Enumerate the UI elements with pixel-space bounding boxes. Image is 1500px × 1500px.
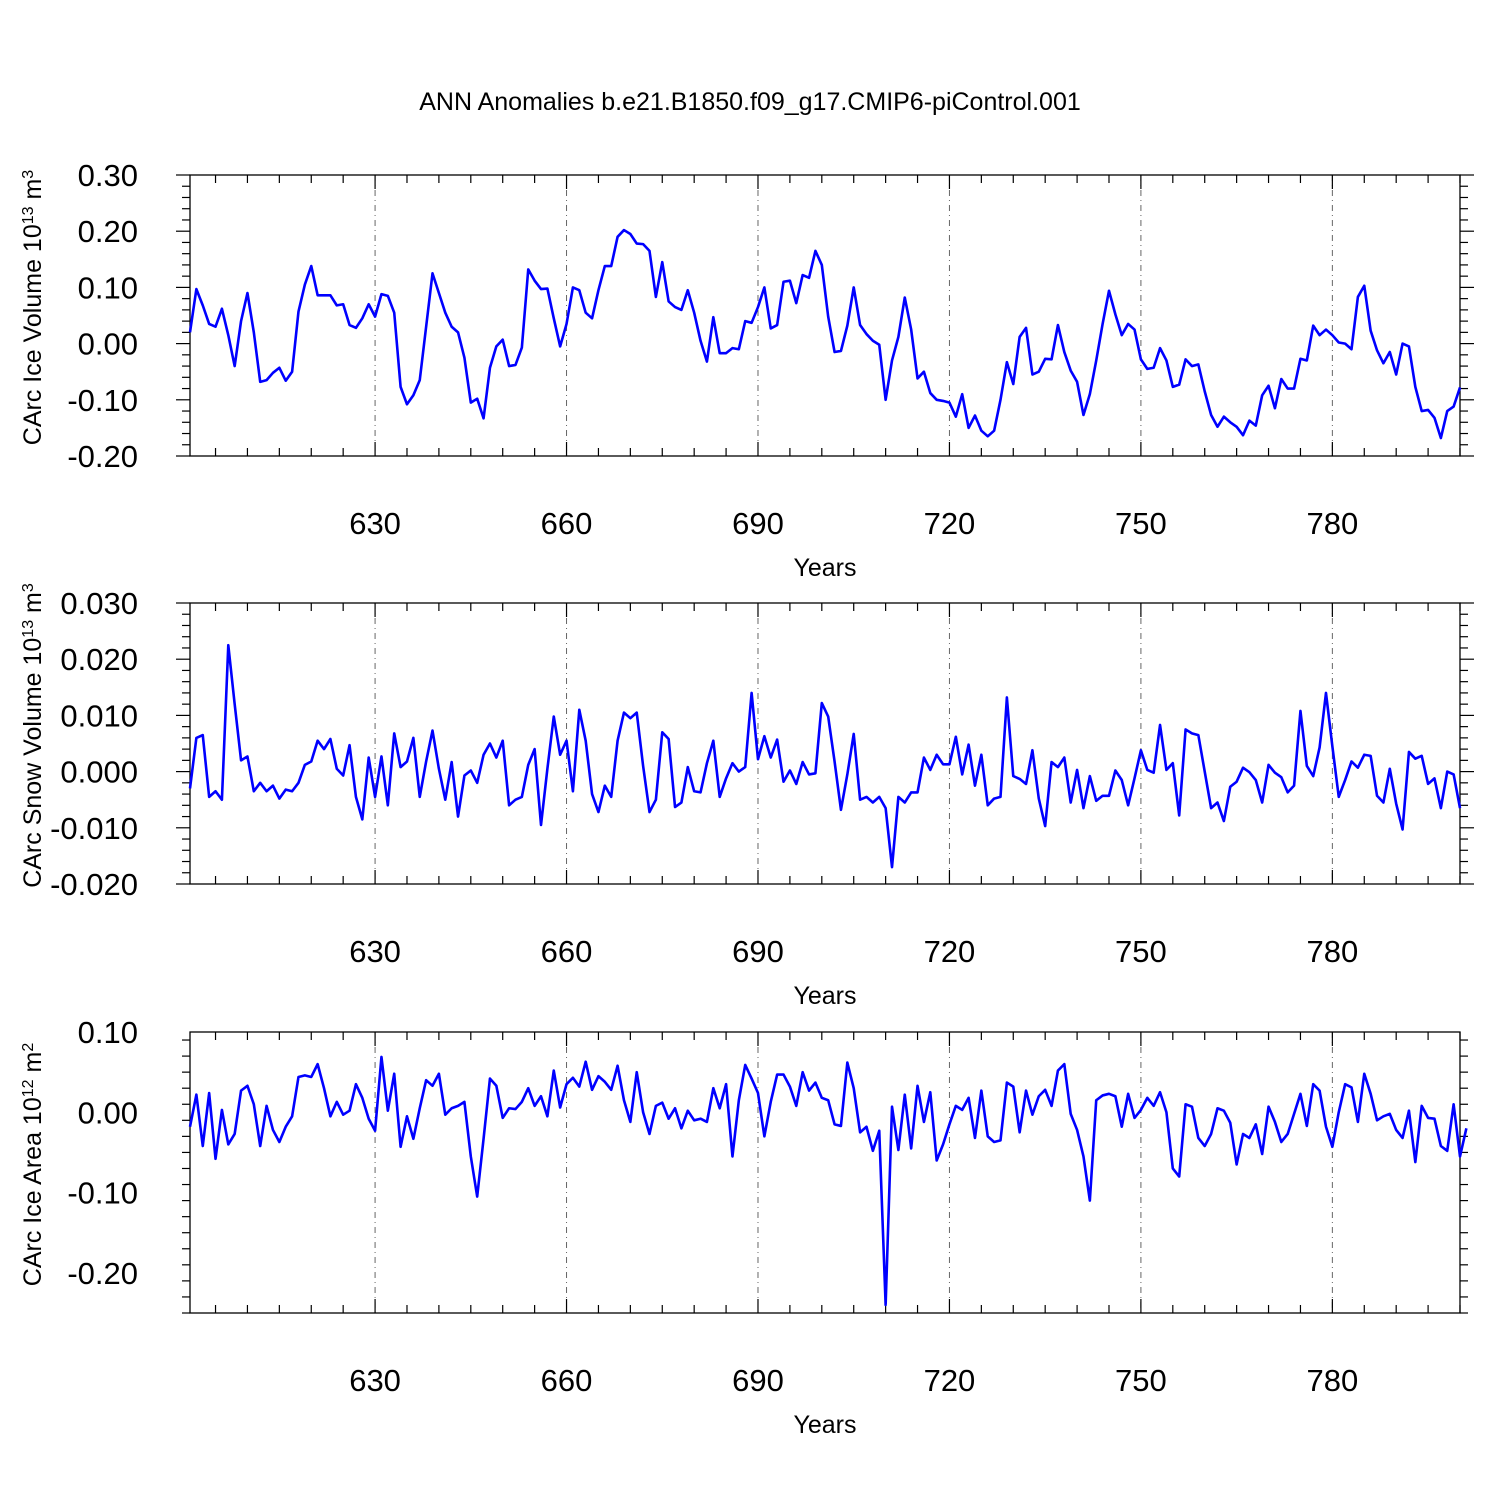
y-axis-label-text: CArc Ice Volume 10: [19, 224, 47, 445]
y-axis-label-exponent: 13: [20, 620, 37, 638]
x-tick-label: 720: [924, 934, 976, 969]
x-tick-label: 720: [924, 1363, 976, 1398]
x-axis-label: Years: [793, 554, 856, 582]
x-tick-label: 720: [924, 506, 976, 541]
y-tick-label: -0.10: [67, 383, 138, 418]
y-axis-label-unit: m: [19, 1052, 47, 1080]
x-tick-label: 660: [541, 934, 593, 969]
y-tick-label: -0.010: [50, 811, 138, 846]
x-tick-label: 630: [349, 506, 401, 541]
x-tick-label: 630: [349, 934, 401, 969]
plot-frame: [189, 602, 1461, 885]
y-tick-label: 0.10: [78, 270, 138, 305]
y-axis-label-unit-exponent: 3: [20, 170, 37, 179]
series-line: [188, 643, 1462, 869]
x-axis-label: Years: [793, 1411, 856, 1439]
y-tick-label: 0.10: [78, 1015, 138, 1050]
y-tick-label: 0.20: [78, 214, 138, 249]
x-tick-label: 750: [1115, 506, 1167, 541]
y-axis-label: CArc Ice Area 1012 m2: [19, 1043, 47, 1287]
x-tick-label: 690: [732, 934, 784, 969]
y-axis-label: CArc Snow Volume 1013 m3: [19, 583, 47, 888]
y-tick-label: -0.20: [67, 439, 138, 474]
y-tick-label: 0.030: [60, 586, 138, 621]
series-line: [188, 228, 1462, 440]
x-tick-label: 750: [1115, 934, 1167, 969]
x-tick-label: 630: [349, 1363, 401, 1398]
x-tick-label: 690: [732, 506, 784, 541]
y-tick-label: 0.020: [60, 642, 138, 677]
y-tick-label: -0.10: [67, 1176, 138, 1211]
y-tick-label: -0.20: [67, 1256, 138, 1291]
chart-title-text: ANN Anomalies b.e21.B1850.f09_g17.CMIP6-…: [419, 88, 1081, 116]
plot-frame: [189, 1031, 1461, 1314]
y-axis-label-unit: m: [19, 179, 47, 207]
y-tick-label: 0.00: [78, 1095, 138, 1130]
x-axis-label: Years: [793, 982, 856, 1010]
plot-frame: [189, 174, 1461, 457]
y-tick-label: -0.020: [50, 867, 138, 902]
x-tick-label: 780: [1306, 1363, 1358, 1398]
x-tick-label: 660: [541, 1363, 593, 1398]
x-tick-label: 780: [1306, 934, 1358, 969]
panel-3: 630 660 690 720 750 780 -0.20 -0.10 0.00 0.10 Year…: [19, 1015, 1468, 1439]
x-tick-label: 780: [1306, 506, 1358, 541]
y-axis-label-text: CArc Ice Area 10: [19, 1097, 47, 1286]
y-tick-label: 0.000: [60, 755, 138, 790]
panel-1: 630 660 690 720 750 780 -0.20 -0.10 0.00 0.10 0.20…: [19, 158, 1474, 582]
y-axis-label-unit-exponent: 3: [20, 583, 37, 592]
y-axis-label-exponent: 12: [20, 1079, 37, 1097]
x-tick-label: 750: [1115, 1363, 1167, 1398]
y-axis-label: CArc Ice Volume 1013 m3: [19, 170, 47, 446]
x-tick-label: 660: [541, 506, 593, 541]
y-tick-label: 0.00: [78, 327, 138, 362]
y-axis-label-text: CArc Snow Volume 10: [19, 638, 47, 888]
y-axis-label-unit-exponent: 2: [20, 1043, 37, 1052]
y-axis-label-exponent: 13: [20, 206, 37, 224]
y-axis-label-unit: m: [19, 592, 47, 620]
x-tick-label: 690: [732, 1363, 784, 1398]
series-line: [188, 1055, 1468, 1307]
y-tick-label: 0.010: [60, 698, 138, 733]
panel-2: 630 660 690 720 750 780 -0.020 -0.010 0.000 0.010…: [19, 583, 1474, 1010]
y-tick-label: 0.30: [78, 158, 138, 193]
